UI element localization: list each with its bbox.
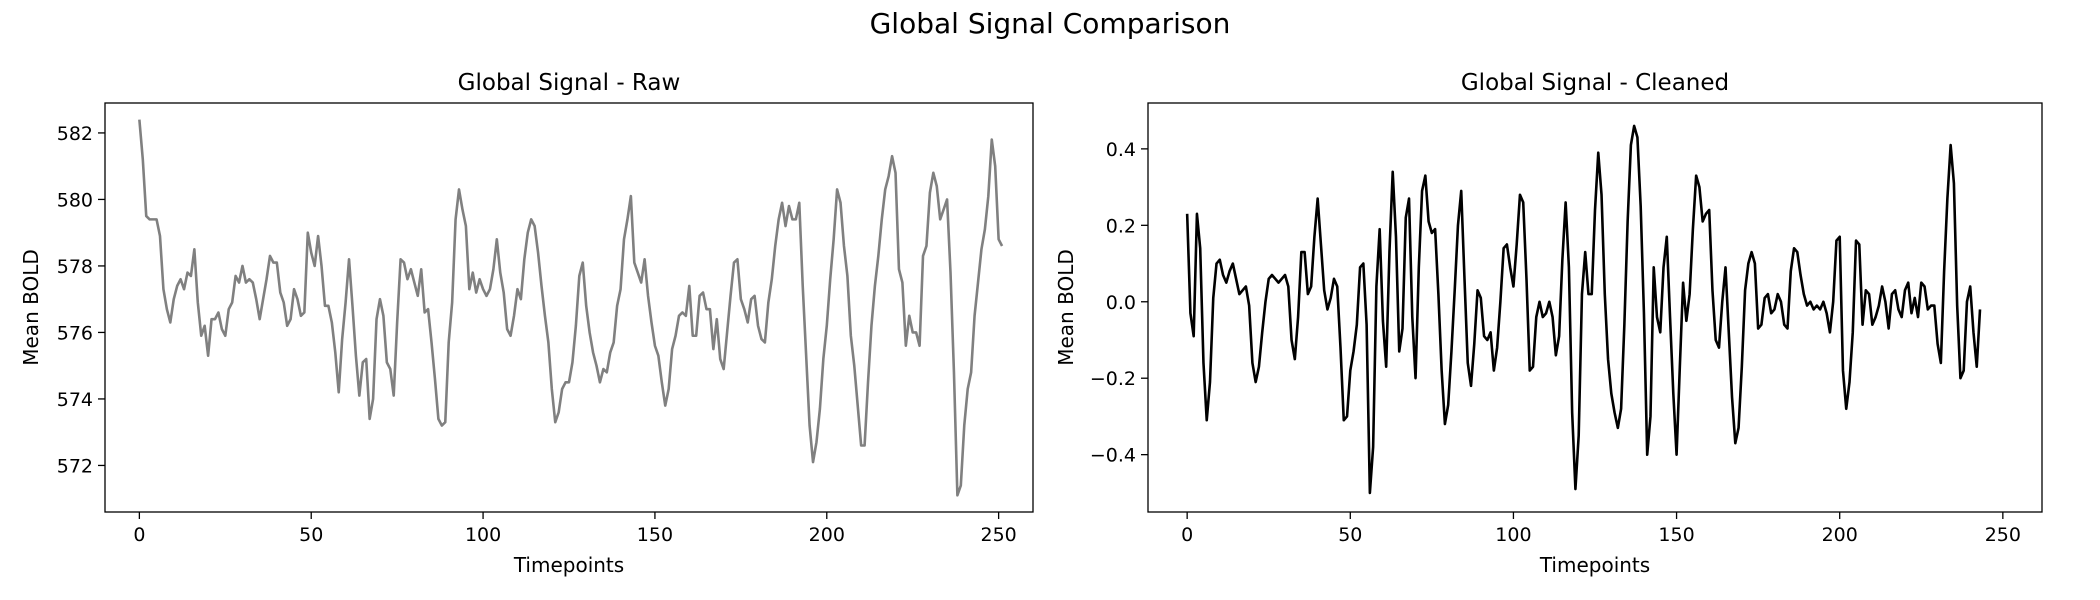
raw-x-axis-label: Timepoints (513, 553, 624, 577)
raw-x-tick-label: 100 (465, 524, 501, 546)
raw-y-tick-label: 574 (57, 389, 93, 411)
raw-chart-title: Global Signal - Raw (458, 70, 681, 96)
cleaned-x-tick-label: 0 (1181, 524, 1193, 546)
cleaned-y-axis-label: Mean BOLD (1054, 249, 1078, 366)
cleaned-x-tick-label: 250 (1985, 524, 2021, 546)
cleaned-x-tick-label: 100 (1495, 524, 1531, 546)
raw-x-tick-label: 200 (809, 524, 845, 546)
cleaned-y-tick-label: −0.4 (1090, 445, 1136, 467)
raw-y-axis-label: Mean BOLD (19, 249, 43, 366)
raw-y-tick-label: 580 (57, 189, 93, 211)
cleaned-x-tick-label: 200 (1822, 524, 1858, 546)
raw-y-tick-label: 582 (57, 123, 93, 145)
raw-x-tick-label: 0 (133, 524, 145, 546)
cleaned-series-line-0 (1185, 124, 1982, 495)
raw-x-tick-label: 250 (980, 524, 1016, 546)
chart-cleaned: 0 50 100 150 200 250 −0.4 −0.2 0.0 0.2 0.4 Global S… (1054, 70, 2043, 577)
cleaned-x-tick-label: 50 (1338, 524, 1362, 546)
raw-y-tick-label: 576 (57, 322, 93, 344)
cleaned-y-tick-label: 0.4 (1106, 139, 1136, 161)
cleaned-chart-title: Global Signal - Cleaned (1461, 70, 1729, 96)
figure-suptitle: Global Signal Comparison (870, 7, 1231, 40)
raw-axes-frame (104, 102, 1034, 513)
raw-y-tick-label: 572 (57, 455, 93, 477)
raw-x-tick-label: 150 (637, 524, 673, 546)
cleaned-y-tick-label: −0.2 (1090, 368, 1136, 390)
raw-x-tick-label: 50 (299, 524, 323, 546)
cleaned-x-tick-label: 150 (1658, 524, 1694, 546)
cleaned-y-tick-label: 0.2 (1106, 215, 1136, 237)
chart-raw: 0 50 100 150 200 250 572 574 576 578 580 582 Global … (19, 70, 1034, 577)
cleaned-axes-frame (1147, 102, 2043, 513)
cleaned-x-axis-label: Timepoints (1539, 553, 1650, 577)
raw-y-tick-label: 578 (57, 256, 93, 278)
raw-series-line-0 (138, 119, 1004, 497)
cleaned-y-tick-label: 0.0 (1106, 292, 1136, 314)
